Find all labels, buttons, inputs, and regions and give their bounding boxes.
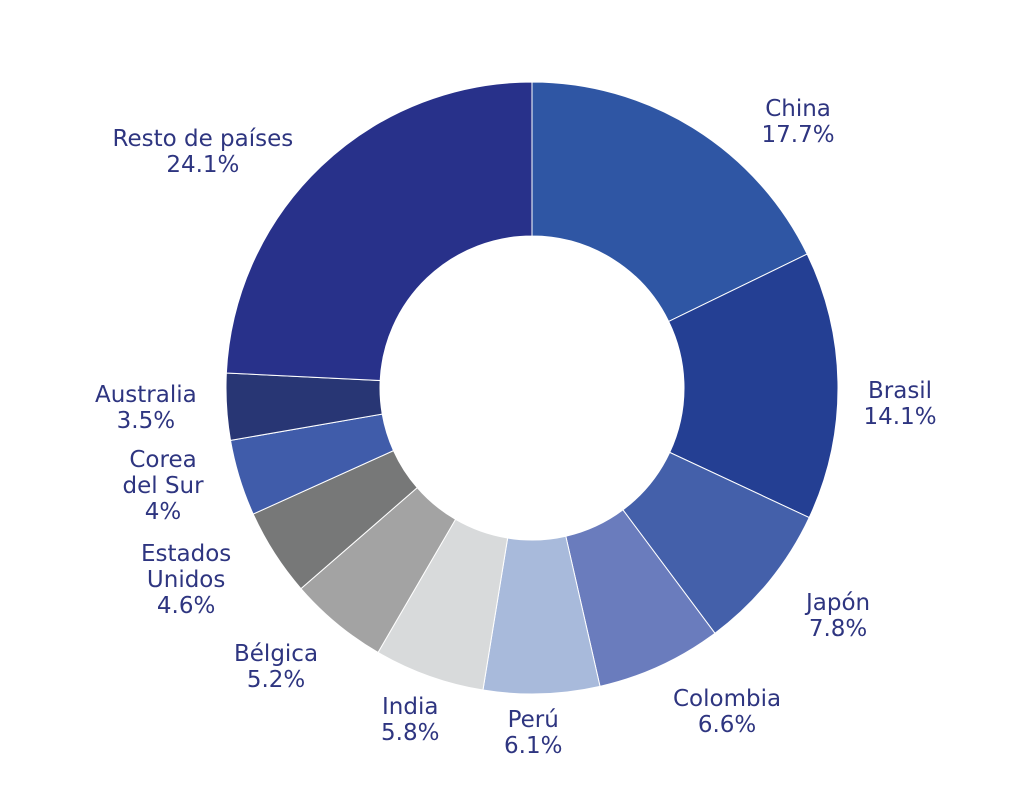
slice-category-label: India: [381, 694, 439, 720]
slice-label-japon: Japón 7.8%: [806, 590, 870, 642]
slice-value-label: 5.8%: [381, 720, 440, 746]
slice-label-belgica: Bélgica 5.2%: [234, 641, 318, 693]
slice-category-label: Unidos: [146, 567, 226, 593]
slice-category-label: Bélgica: [234, 641, 319, 667]
slice-category-label: Brasil: [867, 378, 933, 404]
slice-category-label: del Sur: [122, 473, 204, 499]
slice-label-china: China 17.7%: [762, 96, 835, 148]
slice-label-colombia: Colombia 6.6%: [673, 686, 781, 738]
slice-label-brasil: Brasil 14.1%: [864, 378, 937, 430]
slice-value-label: 6.1%: [504, 733, 563, 759]
slice-value-label: 5.2%: [246, 667, 306, 693]
slice-value-label: 3.5%: [116, 408, 176, 434]
slice-label-australia: Australia 3.5%: [95, 382, 197, 434]
slice-china: [531, 81, 808, 323]
slice-category-label: Resto de países: [112, 126, 294, 152]
slice-category-label: Corea: [129, 447, 197, 473]
slice-label-estados-unidos: Estados Unidos 4.6%: [141, 541, 231, 619]
slice-category-label: Australia: [95, 382, 197, 408]
slice-value-label: 14.1%: [863, 404, 937, 430]
slice-category-label: China: [765, 96, 831, 122]
slice-category-label: Japón: [806, 590, 871, 616]
slice-resto-de-paises: [225, 81, 533, 382]
slice-label-india: India 5.8%: [381, 694, 439, 746]
slice-value-label: 24.1%: [166, 152, 240, 178]
slice-label-resto-de-paises: Resto de países 24.1%: [113, 126, 294, 178]
slice-category-label: Colombia: [673, 686, 782, 712]
slice-value-label: 7.8%: [808, 616, 868, 642]
slice-value-label: 4%: [144, 499, 182, 525]
slice-value-label: 17.7%: [761, 122, 835, 148]
slice-label-peru: Perú 6.1%: [504, 707, 562, 759]
slice-category-label: Estados: [141, 541, 232, 567]
slice-category-label: Perú: [507, 707, 559, 733]
slice-value-label: 6.6%: [697, 712, 757, 738]
slice-brasil: [667, 253, 839, 519]
slice-label-corea-del-sur: Corea del Sur 4%: [123, 447, 204, 525]
slice-value-label: 4.6%: [156, 593, 216, 619]
